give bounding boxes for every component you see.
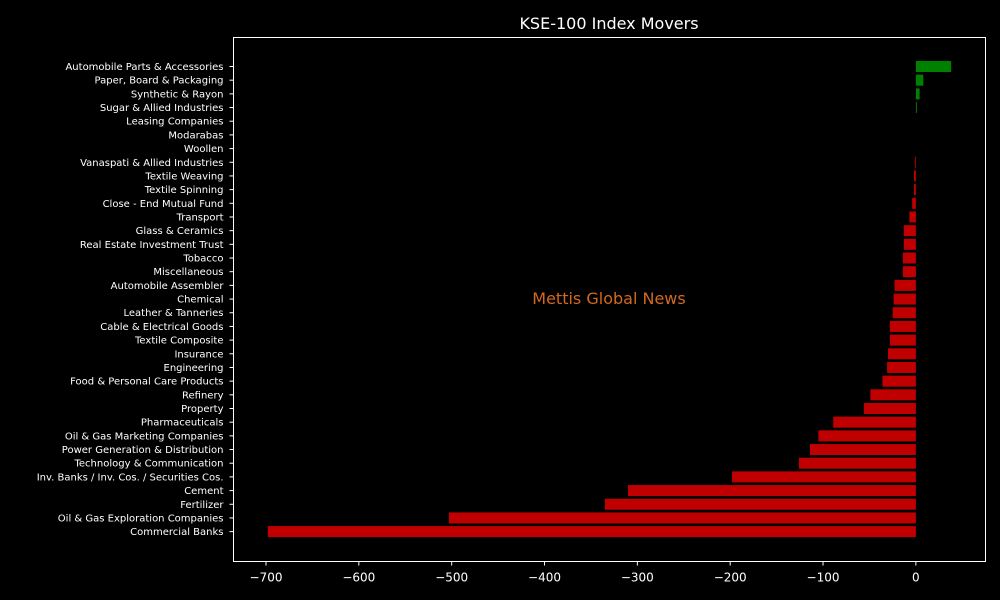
y-tick-label: Oil & Gas Marketing Companies	[65, 431, 224, 442]
bar	[628, 485, 916, 497]
y-tick-label: Fertilizer	[180, 500, 224, 511]
x-tick-label: −200	[714, 571, 747, 585]
bar	[902, 252, 916, 264]
y-tick-label: Textile Weaving	[144, 171, 223, 182]
y-tick-label: Technology & Communication	[74, 459, 224, 470]
y-tick-label: Chemical	[177, 295, 223, 306]
y-tick-label: Real Estate Investment Trust	[80, 240, 224, 251]
x-tick-label: −700	[250, 571, 283, 585]
y-tick-label: Automobile Parts & Accessories	[65, 62, 223, 73]
x-tick-label: −300	[621, 571, 654, 585]
bar	[889, 334, 916, 346]
y-tick-label: Leather & Tanneries	[123, 308, 223, 319]
y-tick-label: Sugar & Allied Industries	[100, 103, 224, 114]
bar	[892, 307, 916, 319]
bar	[915, 102, 917, 114]
y-tick-label: Oil & Gas Exploration Companies	[58, 513, 224, 524]
bar	[915, 88, 920, 100]
y-tick-label: Engineering	[164, 363, 224, 374]
y-tick-label: Cable & Electrical Goods	[100, 322, 223, 333]
bar	[914, 170, 916, 182]
y-tick-label: Textile Composite	[134, 336, 223, 347]
bar	[798, 457, 916, 469]
x-tick-label: −600	[342, 571, 375, 585]
y-tick-label: Miscellaneous	[153, 267, 223, 278]
bar	[894, 279, 916, 291]
bar-group	[267, 61, 952, 538]
y-tick-label: Commercial Banks	[130, 527, 223, 538]
y-tick-label: Synthetic & Rayon	[131, 89, 224, 100]
y-tick-label: Leasing Companies	[126, 117, 223, 128]
bar	[810, 444, 916, 456]
chart-title: KSE-100 Index Movers	[519, 14, 698, 33]
x-tick-label: −400	[528, 571, 561, 585]
y-tick-label: Food & Personal Care Products	[70, 377, 223, 388]
y-tick-label: Vanaspati & Allied Industries	[80, 158, 223, 169]
bar	[903, 238, 916, 250]
bar	[448, 512, 916, 524]
bar	[882, 375, 916, 387]
bar	[870, 389, 916, 401]
y-tick-label: Tobacco	[182, 254, 223, 265]
x-tick-label: 0	[912, 571, 920, 585]
plot-frame	[233, 37, 986, 562]
bar	[915, 74, 924, 86]
bar	[888, 348, 916, 360]
y-tick-label: Automobile Assembler	[111, 281, 225, 292]
y-tick-label: Woollen	[184, 144, 224, 155]
x-axis-ticks: −700 −600 −500 −400 −300 −200 −100 0	[250, 561, 920, 585]
bar	[604, 498, 916, 510]
y-tick-label: Cement	[184, 486, 223, 497]
bar	[833, 416, 916, 428]
y-tick-label: Refinery	[182, 390, 224, 401]
bar	[915, 61, 952, 72]
bar	[912, 197, 916, 209]
x-tick-label: −100	[807, 571, 840, 585]
bar	[267, 526, 916, 538]
bar	[902, 266, 916, 278]
x-tick-label: −500	[435, 571, 468, 585]
y-tick-label: Glass & Ceramics	[136, 226, 224, 237]
bar	[889, 320, 916, 332]
bar	[909, 211, 916, 223]
y-tick-label: Power Generation & Distribution	[62, 445, 224, 456]
watermark-text: Mettis Global News	[532, 289, 685, 308]
y-tick-label: Transport	[176, 212, 224, 223]
y-tick-label: Insurance	[174, 349, 223, 360]
bar	[903, 225, 916, 237]
bar	[914, 184, 916, 196]
y-tick-label: Close - End Mutual Fund	[103, 199, 224, 210]
y-tick-label: Pharmaceuticals	[141, 418, 224, 429]
bar	[914, 156, 916, 168]
y-tick-label: Modarabas	[168, 130, 223, 141]
bar	[863, 403, 916, 414]
bar	[818, 430, 916, 442]
bar	[887, 361, 916, 373]
y-tick-label: Inv. Banks / Inv. Cos. / Securities Cos.	[37, 472, 224, 483]
y-tick-label: Property	[181, 404, 223, 415]
bar	[893, 293, 916, 305]
y-axis-ticks: Automobile Parts & Accessories Paper, Boa…	[37, 62, 234, 538]
bar	[732, 471, 916, 483]
y-tick-label: Paper, Board & Packaging	[95, 76, 224, 87]
y-tick-label: Textile Spinning	[144, 185, 224, 196]
